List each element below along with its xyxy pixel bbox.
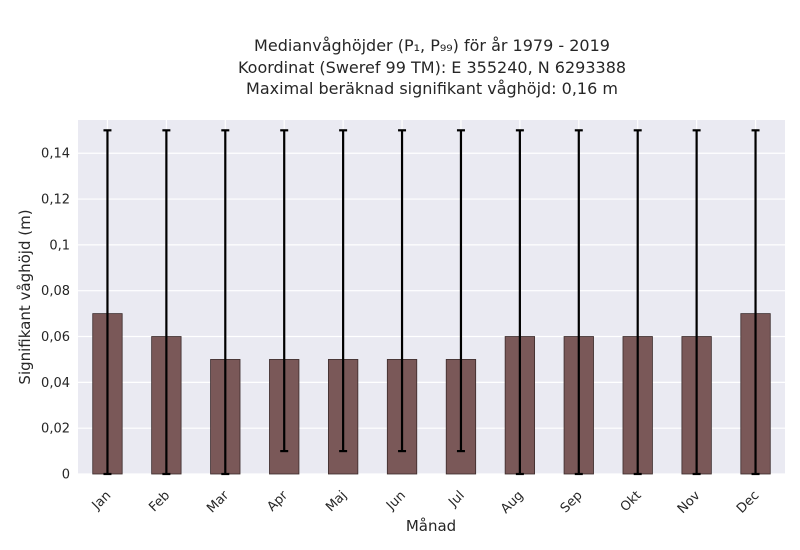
y-tick-label: 0,04	[41, 376, 70, 391]
plot-area	[78, 120, 785, 474]
y-axis-label: Signifikant våghöjd (m)	[16, 209, 34, 384]
x-tick-labels: Jan Feb Mar Apr Maj Jun Jul Aug Sep Okt Nov Dec	[89, 488, 763, 517]
y-tick-label: 0,06	[41, 330, 70, 345]
x-tick-label: Jun	[383, 488, 409, 514]
x-tick-label: Dec	[734, 488, 762, 516]
y-tick-label: 0,08	[41, 284, 70, 299]
y-tick-labels: 0 0,02 0,04 0,06 0,08 0,1 0,12 0,14	[41, 147, 70, 483]
x-axis-label: Månad	[406, 517, 456, 535]
x-tick-label: Nov	[675, 488, 704, 517]
y-tick-label: 0,12	[41, 193, 70, 208]
y-tick-label: 0,1	[49, 238, 70, 253]
x-tick-label: Jan	[89, 488, 114, 513]
title-line-3: Maximal beräknad signifikant våghöjd: 0,…	[246, 79, 618, 98]
y-tick-label: 0,14	[41, 147, 70, 162]
chart-title: Medianvåghöjder (P₁, P₉₉) för år 1979 - …	[238, 36, 626, 98]
x-tick-label: Sep	[558, 488, 586, 516]
title-line-2: Koordinat (Sweref 99 TM): E 355240, N 62…	[238, 58, 626, 77]
y-tick-label: 0	[62, 468, 70, 483]
x-tick-label: Mar	[204, 488, 232, 516]
x-tick-label: Okt	[618, 488, 645, 515]
title-line-1: Medianvåghöjder (P₁, P₉₉) för år 1979 - …	[254, 36, 610, 55]
x-tick-label: Apr	[265, 488, 292, 515]
x-tick-label: Aug	[498, 488, 527, 517]
y-tick-label: 0,02	[41, 422, 70, 437]
x-tick-label: Feb	[146, 488, 173, 515]
x-tick-label: Maj	[323, 488, 350, 515]
x-tick-label: Jul	[445, 488, 467, 510]
error-bars	[103, 129, 760, 476]
